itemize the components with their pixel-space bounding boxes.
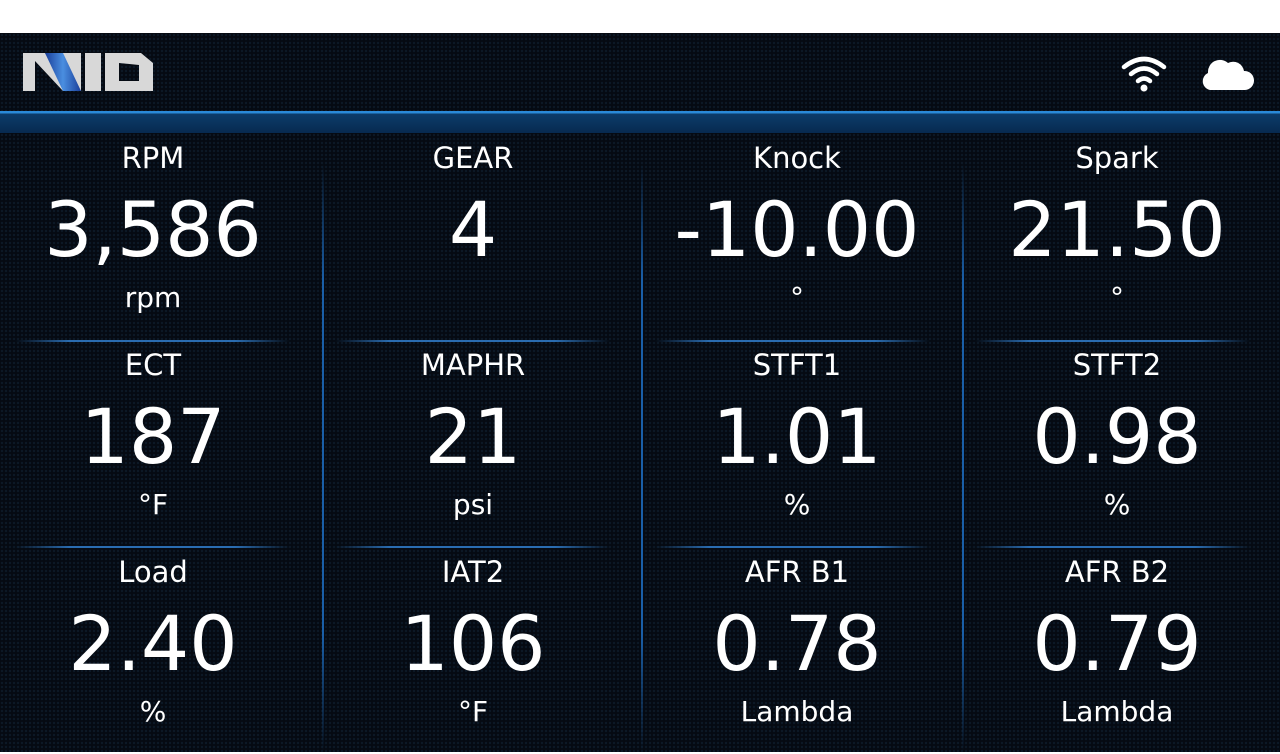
row-divider bbox=[15, 546, 290, 548]
gauge-value: 187 bbox=[80, 392, 226, 481]
gauge-label: GEAR bbox=[432, 141, 514, 175]
gauge-gear[interactable]: GEAR 4 bbox=[313, 133, 633, 340]
gauge-value: 21 bbox=[424, 392, 522, 481]
gauge-label: STFT1 bbox=[752, 348, 842, 382]
gauge-unit: ° bbox=[790, 281, 804, 314]
avid-logo bbox=[23, 53, 153, 91]
gauge-unit: rpm bbox=[124, 281, 182, 314]
gauge-afr-b1[interactable]: AFR B1 0.78 Lambda bbox=[637, 547, 957, 754]
row-divider bbox=[655, 546, 930, 548]
gauge-knock[interactable]: Knock -10.00 ° bbox=[637, 133, 957, 340]
gauge-afr-b2[interactable]: AFR B2 0.79 Lambda bbox=[957, 547, 1277, 754]
gauge-unit: °F bbox=[457, 695, 489, 728]
gauge-label: ECT bbox=[124, 348, 182, 382]
row-divider bbox=[975, 340, 1250, 342]
gauge-value: -10.00 bbox=[674, 185, 920, 274]
gauge-value: 4 bbox=[448, 185, 498, 274]
gauge-label: IAT2 bbox=[441, 555, 505, 589]
column-divider bbox=[962, 163, 964, 752]
gauge-label: MAPHR bbox=[420, 348, 526, 382]
gauge-stft2[interactable]: STFT2 0.98% bbox=[957, 340, 1277, 547]
gauge-ect[interactable]: ECT 187 °F bbox=[0, 340, 313, 547]
gauge-unit: °F bbox=[137, 488, 169, 521]
gauge-value: 3,586 bbox=[44, 185, 262, 274]
gauge-value: 2.40 bbox=[68, 599, 238, 688]
gauge-value: 1.01 bbox=[712, 392, 882, 481]
gauge-label: RPM bbox=[121, 141, 185, 175]
gauge-label: Load bbox=[118, 555, 188, 589]
gauge-spark[interactable]: Spark 21.50 ° bbox=[957, 133, 1277, 340]
column-divider bbox=[322, 163, 324, 752]
gauge-unit: % bbox=[783, 488, 811, 521]
gauge-unit: Lambda bbox=[740, 695, 854, 728]
row-divider bbox=[975, 546, 1250, 548]
gauge-label: AFR B2 bbox=[1064, 555, 1170, 589]
gauge-unit: Lambda bbox=[1060, 695, 1174, 728]
gauge-label: AFR B1 bbox=[744, 555, 850, 589]
gauge-iat2[interactable]: IAT2 106 °F bbox=[313, 547, 633, 754]
gauge-stft1[interactable]: STFT1 1.01% bbox=[637, 340, 957, 547]
gauge-unit: psi bbox=[452, 488, 494, 521]
column-divider bbox=[641, 163, 643, 752]
header bbox=[0, 33, 1280, 111]
cloud-icon[interactable] bbox=[1200, 55, 1254, 91]
row-divider bbox=[15, 340, 290, 342]
row-divider bbox=[335, 546, 610, 548]
gauge-unit: % bbox=[1103, 488, 1131, 521]
gauge-grid: RPM 3,586 rpm GEAR 4 Knock -10.00 ° Spark 21.50 ° E… bbox=[0, 133, 1280, 752]
gauge-value: 0.78 bbox=[712, 599, 882, 688]
gauge-label: STFT2 bbox=[1072, 348, 1162, 382]
gauge-unit: ° bbox=[1110, 281, 1124, 314]
gauge-maphr[interactable]: MAPHR 21 psi bbox=[313, 340, 633, 547]
dashboard: RPM 3,586 rpm GEAR 4 Knock -10.00 ° Spark 21.50 ° E… bbox=[0, 33, 1280, 752]
gauge-value: 0.98 bbox=[1032, 392, 1202, 481]
gauge-value: 0.79 bbox=[1032, 599, 1202, 688]
row-divider bbox=[655, 340, 930, 342]
wifi-icon[interactable] bbox=[1120, 53, 1168, 93]
gauge-value: 106 bbox=[400, 599, 546, 688]
row-divider bbox=[335, 340, 610, 342]
gauge-label: Knock bbox=[753, 141, 841, 175]
gauge-unit: % bbox=[139, 695, 167, 728]
header-accent-bar bbox=[0, 111, 1280, 133]
gauge-load[interactable]: Load 2.40% bbox=[0, 547, 313, 754]
gauge-value: 21.50 bbox=[1008, 185, 1226, 274]
gauge-rpm[interactable]: RPM 3,586 rpm bbox=[0, 133, 313, 340]
gauge-label: Spark bbox=[1075, 141, 1159, 175]
